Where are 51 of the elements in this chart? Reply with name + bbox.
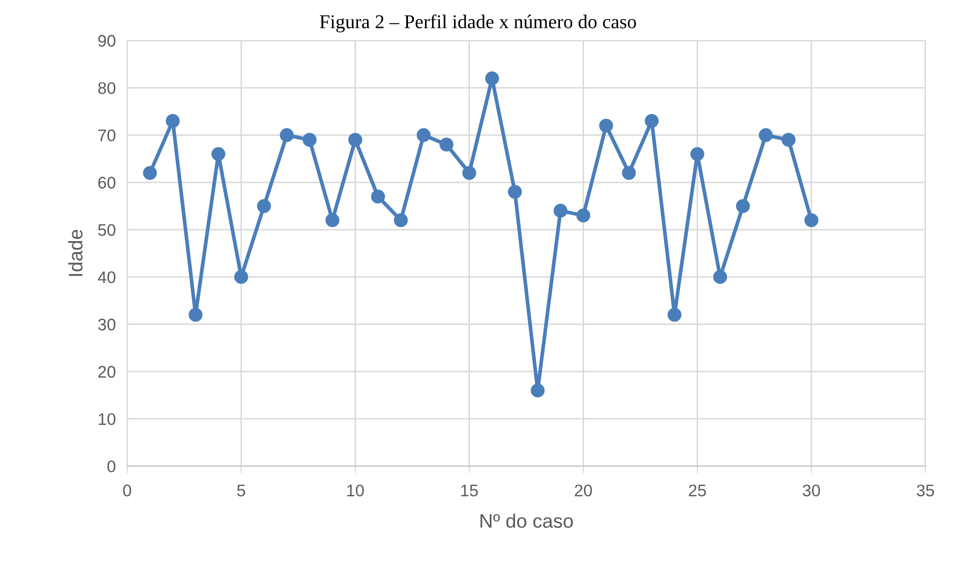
point [394,213,408,228]
point [782,132,796,147]
point [302,132,317,147]
point [530,383,545,398]
x-tick-label: 30 [802,484,820,496]
point [257,199,271,213]
x-tick-label: 35 [916,484,934,496]
point [440,138,454,152]
y-tick-label: 80 [98,82,116,94]
point [166,114,180,128]
y-tick-label: 20 [98,366,116,378]
point [508,184,522,199]
point [554,204,568,218]
point [348,132,362,147]
point [690,147,704,161]
point [280,128,294,142]
y-tick-label: 60 [98,176,116,189]
x-tick-label: 0 [123,484,132,496]
point [758,128,773,142]
point [713,270,728,284]
y-tick-label: 0 [107,460,116,472]
point [371,190,385,204]
y-tick-label: 30 [98,318,116,330]
point [325,213,340,228]
y-tick-label: 40 [98,271,116,284]
point [668,308,682,322]
y-tick-label: 10 [98,413,116,426]
point [804,213,818,228]
x-tick-label: 25 [688,484,706,496]
point [622,166,636,180]
point [211,147,226,161]
point [143,166,157,180]
x-tick-label: 15 [461,484,478,496]
point [485,71,500,86]
y-tick-label: 50 [98,224,116,236]
point [576,208,590,222]
y-axis-title: Idade [68,230,83,276]
point [416,128,431,142]
point [188,308,203,322]
x-tick-label: 10 [347,484,364,496]
y-tick-label: 90 [98,34,116,47]
point [736,199,750,213]
x-axis-title: Nº do caso [480,514,573,528]
point [644,114,659,128]
x-tick-label: 5 [237,484,246,496]
x-tick-label: 20 [574,484,592,496]
y-tick-label: 70 [98,130,116,142]
point [462,166,476,180]
point [599,118,614,133]
chart-title: Figura 2 – Perfil idade x número do caso [320,14,636,32]
point [234,270,248,284]
